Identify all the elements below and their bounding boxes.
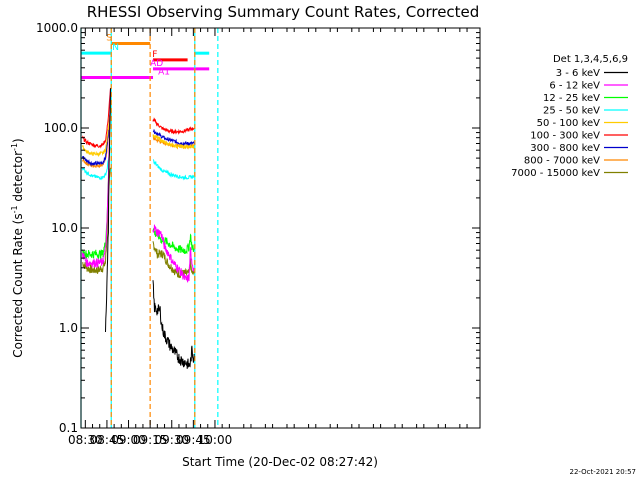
x-tick-label: 09:45 (176, 433, 211, 447)
series-line-pre (81, 107, 111, 167)
svg-text:Corrected Count Rate (s-1 dete: Corrected Count Rate (s-1 detector-1) (10, 138, 25, 357)
flag-label: S (106, 33, 112, 43)
series-line-pre (81, 146, 111, 181)
series-line-post (152, 129, 195, 147)
legend-label: 100 - 300 keV (530, 131, 600, 142)
y-axis-label: Corrected Count Rate (s-1 detector-1) (10, 138, 25, 357)
y-tick-label: 1000.0 (36, 21, 78, 35)
series-line-post (152, 280, 195, 369)
timestamp: 22-Oct-2021 20:57 (570, 468, 636, 476)
legend-label: 300 - 800 keV (530, 143, 600, 154)
flag-label: AD (150, 59, 163, 69)
y-axis-label-main: Corrected Count Rate (s (11, 213, 25, 357)
flag-label: A1 (158, 67, 170, 77)
x-tick-label: 09:00 (111, 433, 146, 447)
x-tick-label: 10:00 (198, 433, 233, 447)
legend-title: Det 1,3,4,5,6,9 (553, 54, 628, 65)
y-tick-label: 0.1 (59, 421, 78, 435)
y-tick-label: 10.0 (51, 221, 78, 235)
series-line-pre (81, 88, 111, 269)
y-axis-label-sup1: -1 (10, 205, 19, 213)
x-tick-label: 08:30 (68, 433, 103, 447)
legend-label: 3 - 6 keV (556, 68, 600, 79)
series-line-pre (81, 107, 111, 158)
series-lines (81, 88, 195, 369)
series-line-post (152, 241, 195, 279)
series-line-pre (105, 88, 111, 333)
series-line-post (152, 117, 195, 135)
flag-label: N (112, 43, 119, 53)
y-axis-label-sup2: -1 (10, 143, 19, 151)
series-line-post (152, 159, 195, 181)
y-tick-label: 1.0 (59, 321, 78, 335)
chart-title: RHESSI Observing Summary Count Rates, Co… (87, 3, 480, 21)
legend-label: 12 - 25 keV (543, 93, 600, 104)
legend-label: 25 - 50 keV (543, 106, 600, 117)
legend-label: 50 - 100 keV (537, 118, 601, 129)
x-tick-label: 08:45 (90, 433, 125, 447)
series-line-post (152, 224, 195, 283)
series-line-post (152, 227, 195, 255)
flag-label: F (152, 50, 157, 60)
x-axis-label: Start Time (20-Dec-02 08:27:42) (182, 455, 378, 469)
y-tick-label: 100.0 (44, 121, 78, 135)
legend-label: 6 - 12 keV (549, 81, 600, 92)
series-line-pre (81, 88, 111, 149)
x-tick-label: 09:15 (133, 433, 168, 447)
y-axis-label-end: ) (11, 138, 25, 143)
y-axis-label-mid: detector (11, 151, 25, 206)
series-line-post (152, 134, 195, 150)
legend-label: 7000 - 15000 keV (511, 168, 600, 179)
legend-label: 800 - 7000 keV (524, 156, 600, 167)
x-tick-label: 09:30 (154, 433, 189, 447)
